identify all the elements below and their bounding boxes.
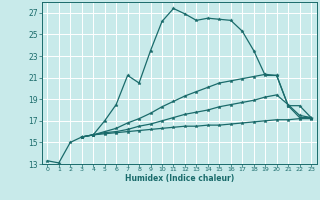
X-axis label: Humidex (Indice chaleur): Humidex (Indice chaleur) <box>124 174 234 183</box>
